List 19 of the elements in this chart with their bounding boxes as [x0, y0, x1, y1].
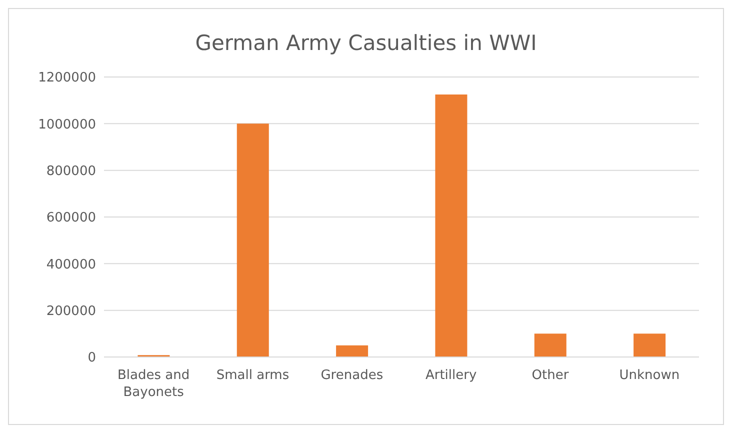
x-tick-label: Other — [532, 368, 570, 383]
x-tick-label: Unknown — [619, 368, 680, 383]
bar — [634, 334, 666, 357]
y-tick-label: 400000 — [46, 257, 96, 272]
y-tick-label: 1200000 — [38, 70, 96, 86]
x-tick-label: Grenades — [320, 368, 384, 383]
y-tick-label: 0 — [88, 350, 96, 366]
x-tick-label: Blades and Bayonets — [118, 368, 190, 400]
y-tick-label: 200000 — [46, 304, 96, 319]
y-tick-label: 800000 — [46, 164, 96, 179]
chart-title: German Army Casualties in WWI — [194, 30, 538, 57]
bar — [534, 334, 566, 357]
x-tick-label: Small arms — [216, 368, 290, 383]
y-tick-label: 600000 — [46, 210, 96, 226]
y-tick-label: 1000000 — [38, 117, 96, 132]
bar — [435, 94, 468, 357]
bar — [336, 345, 368, 357]
x-tick-label: Artillery — [425, 368, 477, 383]
bar — [236, 124, 269, 357]
